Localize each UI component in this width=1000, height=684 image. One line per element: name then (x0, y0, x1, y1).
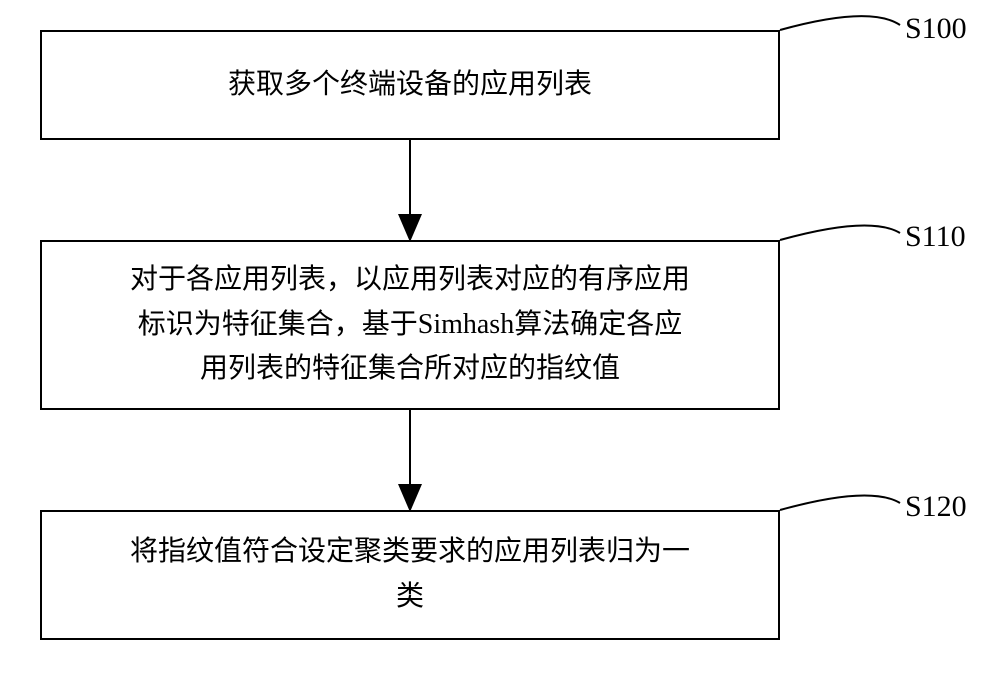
flow-node-2: 对于各应用列表，以应用列表对应的有序应用 标识为特征集合，基于Simhash算法… (40, 240, 780, 410)
flow-node-3: 将指纹值符合设定聚类要求的应用列表归为一 类 (40, 510, 780, 640)
step-label-s100: S100 (905, 12, 967, 46)
leader-3 (780, 495, 900, 510)
flowchart-canvas: 获取多个终端设备的应用列表 对于各应用列表，以应用列表对应的有序应用 标识为特征… (0, 0, 1000, 684)
flow-node-3-text: 将指纹值符合设定聚类要求的应用列表归为一 类 (130, 530, 690, 620)
leader-1 (780, 16, 900, 30)
flow-node-1: 获取多个终端设备的应用列表 (40, 30, 780, 140)
flow-node-1-text: 获取多个终端设备的应用列表 (228, 63, 592, 108)
step-label-s120: S120 (905, 490, 967, 524)
step-label-s110: S110 (905, 220, 966, 254)
leader-2 (780, 225, 900, 240)
flow-node-2-text: 对于各应用列表，以应用列表对应的有序应用 标识为特征集合，基于Simhash算法… (130, 258, 690, 392)
